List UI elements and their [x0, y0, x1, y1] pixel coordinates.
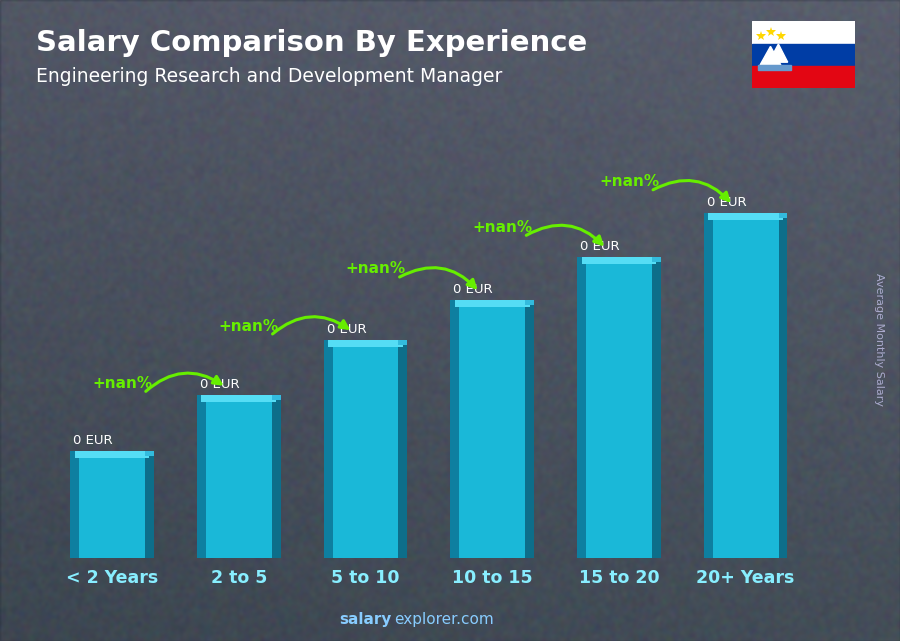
- Bar: [450, 300, 459, 558]
- Text: explorer.com: explorer.com: [394, 612, 494, 627]
- Bar: [525, 300, 534, 305]
- Text: 0 EUR: 0 EUR: [580, 240, 620, 253]
- Text: Engineering Research and Development Manager: Engineering Research and Development Man…: [36, 67, 502, 87]
- Bar: [652, 256, 661, 558]
- Bar: [399, 340, 408, 345]
- Bar: [399, 340, 408, 558]
- Text: Salary Comparison By Experience: Salary Comparison By Experience: [36, 29, 587, 57]
- Bar: [145, 451, 154, 558]
- Bar: [79, 451, 145, 558]
- Bar: [577, 256, 586, 558]
- Bar: [759, 68, 791, 71]
- Bar: [778, 213, 788, 218]
- Bar: [459, 300, 525, 558]
- Polygon shape: [760, 46, 781, 65]
- Polygon shape: [769, 44, 788, 62]
- Bar: [75, 451, 149, 458]
- Text: 0 EUR: 0 EUR: [200, 378, 239, 391]
- Text: 0 EUR: 0 EUR: [327, 323, 366, 336]
- Bar: [454, 300, 529, 307]
- Bar: [752, 66, 855, 88]
- Text: +nan%: +nan%: [346, 262, 406, 276]
- Bar: [704, 213, 713, 558]
- Text: +nan%: +nan%: [472, 220, 533, 235]
- Bar: [332, 340, 399, 558]
- Bar: [752, 44, 855, 66]
- Bar: [202, 395, 276, 403]
- Text: +nan%: +nan%: [599, 174, 659, 189]
- Bar: [713, 213, 778, 558]
- Bar: [759, 65, 791, 67]
- Bar: [272, 395, 281, 400]
- Bar: [752, 21, 855, 44]
- Bar: [324, 340, 332, 558]
- Bar: [652, 256, 661, 262]
- Bar: [581, 256, 656, 263]
- Text: Average Monthly Salary: Average Monthly Salary: [874, 273, 884, 406]
- Text: 0 EUR: 0 EUR: [454, 283, 493, 296]
- Bar: [778, 213, 788, 558]
- Bar: [586, 256, 652, 558]
- Text: salary: salary: [339, 612, 392, 627]
- Bar: [206, 395, 272, 558]
- Text: 0 EUR: 0 EUR: [706, 196, 746, 209]
- Text: +nan%: +nan%: [92, 376, 152, 391]
- Bar: [525, 300, 534, 558]
- Bar: [708, 213, 783, 220]
- Text: +nan%: +nan%: [219, 319, 279, 334]
- Text: 0 EUR: 0 EUR: [73, 434, 112, 447]
- Bar: [70, 451, 79, 558]
- Bar: [197, 395, 206, 558]
- Bar: [328, 340, 403, 347]
- Bar: [145, 451, 154, 456]
- Bar: [272, 395, 281, 558]
